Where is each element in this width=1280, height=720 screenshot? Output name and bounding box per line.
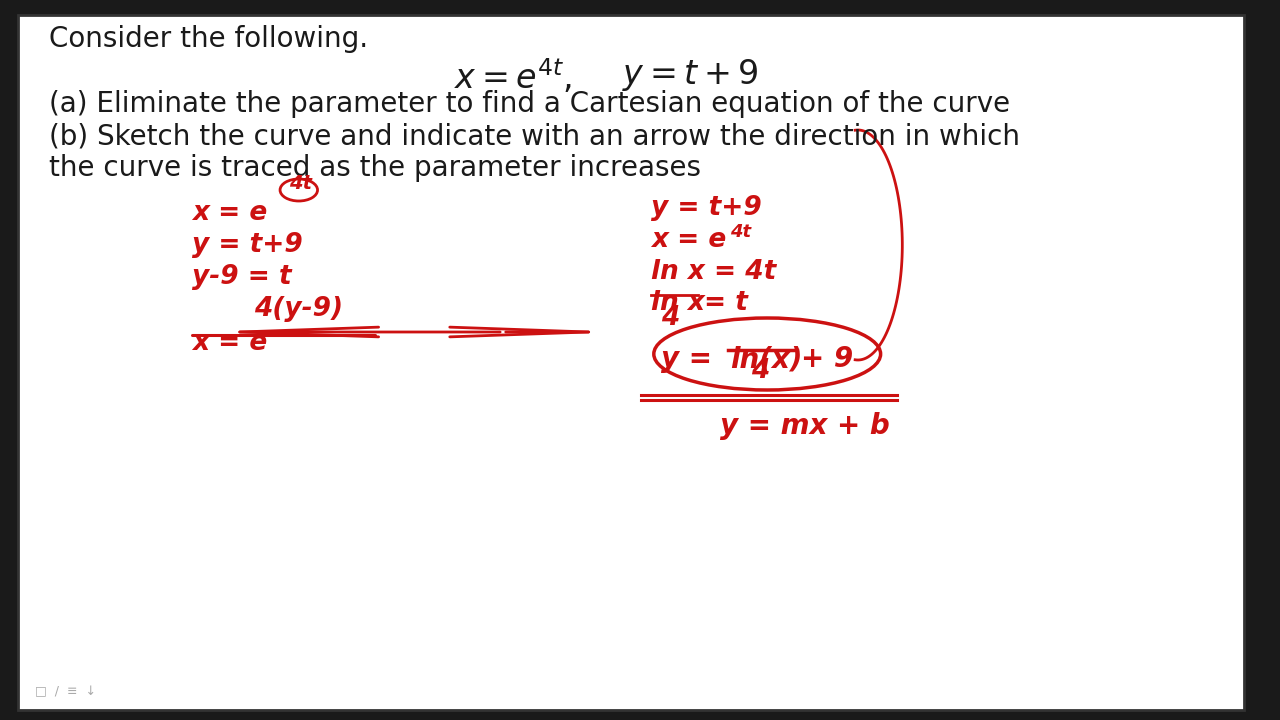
- Text: 4(y-9): 4(y-9): [255, 296, 343, 322]
- Text: y = t+9: y = t+9: [650, 195, 762, 221]
- Text: 4t: 4t: [289, 174, 312, 193]
- Text: (a) Eliminate the parameter to find a Cartesian equation of the curve: (a) Eliminate the parameter to find a Ca…: [50, 90, 1010, 118]
- Text: 4: 4: [660, 305, 680, 331]
- Text: (b) Sketch the curve and indicate with an arrow the direction in which: (b) Sketch the curve and indicate with a…: [50, 122, 1020, 150]
- FancyBboxPatch shape: [18, 15, 1244, 710]
- Text: Consider the following.: Consider the following.: [50, 25, 369, 53]
- Text: $x = e^{4t},$: $x = e^{4t},$: [454, 57, 572, 96]
- Text: y-9 = t: y-9 = t: [192, 264, 292, 290]
- Text: x = e: x = e: [650, 227, 726, 253]
- Text: = t: = t: [704, 290, 748, 316]
- Text: x = e: x = e: [192, 200, 268, 226]
- Text: y =: y =: [660, 345, 712, 373]
- Text: the curve is traced as the parameter increases: the curve is traced as the parameter inc…: [50, 154, 701, 182]
- Text: x = e: x = e: [192, 330, 268, 356]
- Text: y = mx + b: y = mx + b: [719, 412, 890, 440]
- Text: $y = t + 9$: $y = t + 9$: [622, 57, 759, 93]
- Text: 4t: 4t: [730, 223, 751, 241]
- Text: + 9: + 9: [801, 345, 852, 373]
- Text: ln(x): ln(x): [730, 345, 803, 373]
- Text: y = t+9: y = t+9: [192, 232, 303, 258]
- Text: ln x = 4t: ln x = 4t: [650, 259, 776, 285]
- Text: ln x: ln x: [650, 290, 705, 316]
- Text: 4: 4: [751, 358, 769, 384]
- Text: □  /  ≡  ↓: □ / ≡ ↓: [35, 685, 96, 698]
